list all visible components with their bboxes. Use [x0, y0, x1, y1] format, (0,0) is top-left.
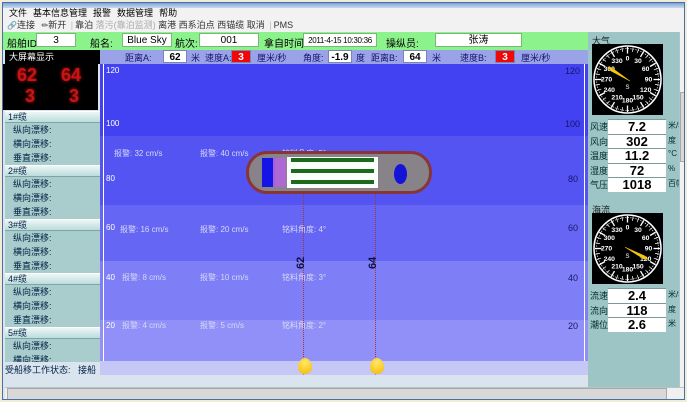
- svg-text:330: 330: [611, 227, 623, 234]
- svg-text:60: 60: [642, 235, 650, 242]
- svg-text:S: S: [625, 85, 629, 91]
- svg-text:120: 120: [640, 87, 652, 94]
- svg-text:330: 330: [611, 58, 623, 65]
- svg-text:0: 0: [626, 55, 630, 62]
- svg-text:90: 90: [645, 245, 653, 252]
- svg-text:180: 180: [622, 97, 634, 104]
- svg-text:30: 30: [634, 58, 642, 65]
- svg-text:30: 30: [634, 227, 642, 234]
- svg-text:270: 270: [601, 76, 613, 83]
- svg-text:180: 180: [622, 266, 634, 273]
- svg-text:240: 240: [604, 87, 616, 94]
- svg-text:240: 240: [604, 256, 616, 263]
- svg-text:300: 300: [604, 235, 616, 242]
- svg-text:150: 150: [632, 263, 644, 270]
- svg-text:210: 210: [611, 94, 623, 101]
- svg-text:210: 210: [611, 263, 623, 270]
- svg-text:270: 270: [601, 245, 613, 252]
- svg-text:S: S: [625, 254, 629, 260]
- svg-text:150: 150: [632, 94, 644, 101]
- svg-text:90: 90: [645, 76, 653, 83]
- svg-text:0: 0: [626, 224, 630, 231]
- svg-text:60: 60: [642, 66, 650, 73]
